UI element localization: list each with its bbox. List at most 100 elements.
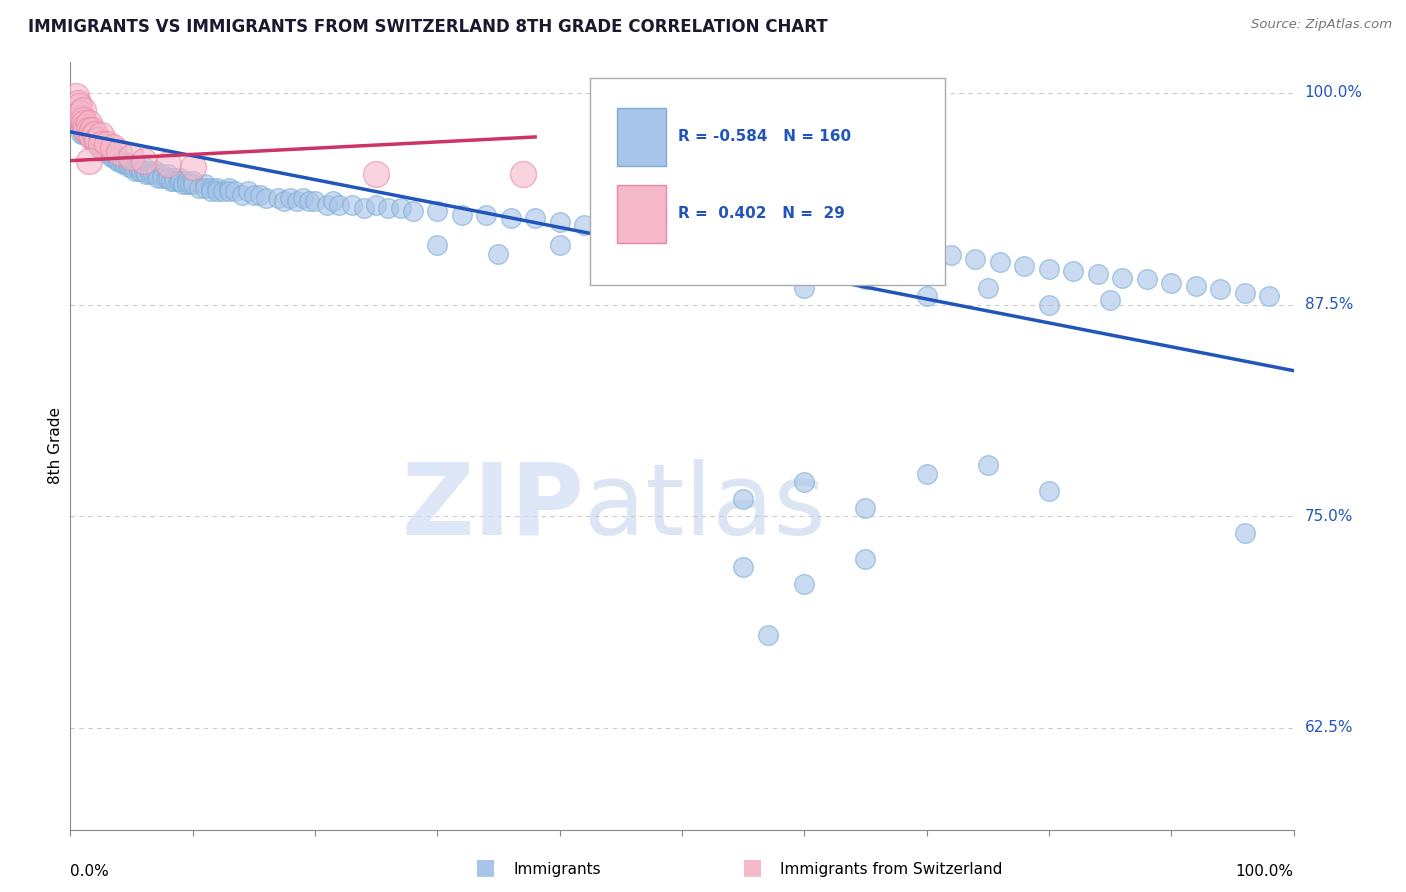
Point — [224, 184, 246, 198]
Point — [976, 280, 998, 294]
Text: Immigrants from Switzerland: Immigrants from Switzerland — [780, 862, 1002, 877]
Y-axis label: 8th Grade: 8th Grade — [48, 408, 63, 484]
Text: R =  0.402   N =  29: R = 0.402 N = 29 — [678, 206, 845, 221]
Point — [163, 170, 186, 185]
Point — [91, 145, 114, 160]
Point — [304, 194, 326, 209]
Point — [671, 264, 693, 278]
Point — [291, 191, 314, 205]
Point — [1233, 526, 1256, 541]
Point — [108, 145, 131, 160]
Point — [366, 197, 388, 211]
Point — [101, 140, 124, 154]
Point — [273, 194, 295, 209]
Point — [114, 153, 136, 168]
Point — [167, 174, 190, 188]
Point — [1038, 297, 1060, 311]
Point — [150, 167, 173, 181]
Text: 0.0%: 0.0% — [70, 864, 110, 880]
Point — [121, 161, 143, 175]
Point — [121, 157, 143, 171]
Point — [73, 116, 96, 130]
Point — [118, 161, 141, 175]
Point — [114, 157, 136, 171]
Point — [150, 170, 173, 185]
Point — [1209, 282, 1232, 296]
Point — [145, 164, 167, 178]
Point — [96, 140, 118, 154]
Point — [77, 120, 100, 134]
Point — [79, 127, 101, 141]
Point — [316, 197, 339, 211]
Point — [353, 201, 375, 215]
Point — [793, 235, 815, 249]
Point — [75, 127, 97, 141]
Point — [475, 208, 498, 222]
Point — [817, 235, 839, 249]
Point — [72, 127, 94, 141]
Point — [610, 255, 633, 269]
Point — [70, 112, 93, 126]
Point — [328, 197, 350, 211]
Point — [82, 133, 104, 147]
Point — [157, 167, 180, 181]
Point — [450, 208, 472, 222]
Point — [377, 201, 399, 215]
Point — [157, 157, 180, 171]
Point — [69, 120, 91, 134]
Point — [842, 238, 865, 252]
Text: atlas: atlas — [583, 458, 825, 556]
Point — [194, 178, 217, 192]
Point — [172, 178, 194, 192]
Point — [915, 289, 938, 303]
Point — [139, 164, 162, 178]
Point — [87, 140, 110, 154]
Point — [548, 238, 571, 252]
Point — [80, 133, 103, 147]
Point — [67, 99, 90, 113]
Point — [176, 174, 198, 188]
Point — [671, 221, 693, 235]
Point — [155, 170, 177, 185]
Point — [891, 245, 914, 260]
Point — [205, 184, 228, 198]
Point — [77, 127, 100, 141]
Point — [181, 178, 204, 192]
Point — [744, 228, 766, 243]
Point — [90, 136, 112, 151]
FancyBboxPatch shape — [617, 186, 666, 243]
Point — [866, 242, 889, 256]
Point — [1099, 293, 1122, 307]
Point — [145, 167, 167, 181]
Point — [73, 120, 96, 134]
Point — [72, 113, 94, 128]
Point — [1014, 259, 1036, 273]
Point — [169, 170, 191, 185]
Text: ZIP: ZIP — [401, 458, 583, 556]
Point — [965, 252, 987, 266]
Point — [267, 191, 290, 205]
Point — [218, 180, 240, 194]
Point — [72, 120, 94, 134]
Point — [243, 187, 266, 202]
Point — [1184, 279, 1206, 293]
Point — [1160, 276, 1182, 290]
Point — [402, 204, 425, 219]
Text: 100.0%: 100.0% — [1305, 86, 1362, 101]
Point — [733, 492, 755, 507]
Point — [75, 120, 97, 134]
Point — [70, 127, 93, 141]
Point — [855, 272, 877, 286]
Point — [988, 255, 1011, 269]
Point — [389, 201, 412, 215]
Point — [128, 164, 150, 178]
Point — [181, 161, 204, 175]
Point — [142, 167, 165, 181]
Point — [132, 164, 155, 178]
Point — [127, 161, 149, 175]
Point — [426, 238, 449, 252]
Point — [83, 133, 105, 147]
Point — [122, 161, 145, 175]
Point — [77, 153, 100, 168]
Point — [254, 191, 277, 205]
